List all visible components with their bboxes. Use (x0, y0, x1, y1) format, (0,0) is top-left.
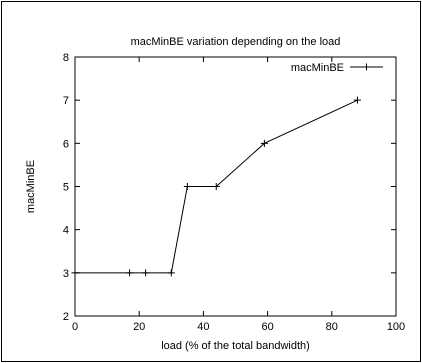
data-point-marker (212, 183, 220, 190)
y-tick-label: 5 (63, 182, 69, 194)
x-tick-label: 0 (72, 321, 78, 333)
data-point-marker (183, 183, 191, 190)
y-tick-label: 8 (63, 52, 69, 64)
data-point-marker (353, 96, 361, 104)
y-tick-label: 2 (63, 311, 69, 323)
series-layer (71, 96, 361, 277)
data-point-marker (71, 269, 79, 277)
legend: macMinBE (291, 62, 383, 74)
x-tick-label: 20 (133, 321, 145, 333)
axis-ticks: 0 20 40 60 80 100 2 3 4 5 6 7 8 (63, 52, 405, 333)
y-tick-label: 6 (63, 138, 69, 150)
data-point-marker (126, 269, 134, 277)
data-point-marker (260, 139, 268, 147)
legend-label: macMinBE (291, 62, 344, 74)
data-point-marker (142, 269, 150, 277)
y-axis-title: macMinBE (25, 160, 37, 213)
x-tick-label: 80 (326, 321, 338, 333)
legend-marker (363, 63, 370, 71)
x-tick-label: 100 (387, 321, 405, 333)
x-tick-label: 40 (197, 321, 209, 333)
chart-title: macMinBE variation depending on the load (131, 36, 341, 48)
x-axis-title: load (% of the total bandwidth) (161, 340, 310, 352)
x-tick-label: 60 (261, 321, 273, 333)
data-point-marker (167, 269, 175, 277)
y-tick-label: 7 (63, 95, 69, 107)
y-tick-label: 3 (63, 268, 69, 280)
y-tick-label: 4 (63, 225, 69, 237)
